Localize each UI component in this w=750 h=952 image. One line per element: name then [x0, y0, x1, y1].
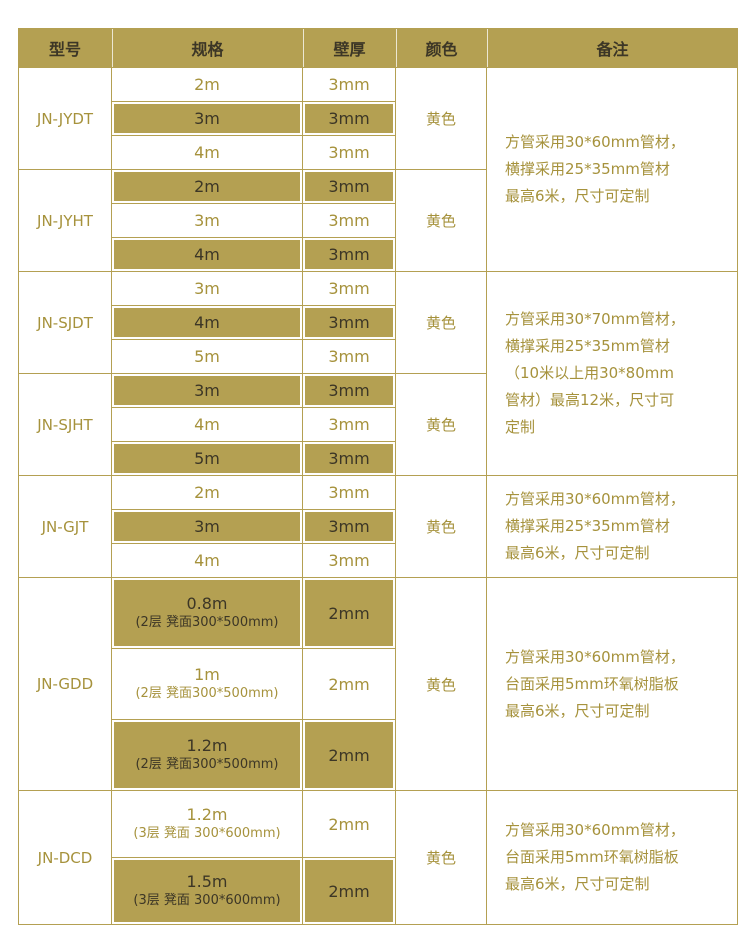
- model-cell: JN-DCD: [19, 791, 111, 924]
- thickness-cell: 2mm: [303, 649, 395, 719]
- table-row: 4m 3mm: [19, 544, 737, 577]
- spec-size: 1m: [194, 665, 220, 685]
- spec-note: (2层 凳面300*500mm): [135, 686, 279, 702]
- thickness-cell: 3mm: [303, 544, 395, 577]
- remark-cell: 方管采用30*60mm管材， 横撑采用25*35mm管材 最高6米，尺寸可定制: [487, 68, 737, 271]
- thickness-cell: 3mm: [303, 238, 395, 271]
- spec-size: 1.2m: [186, 805, 228, 825]
- color-cell: 黄色: [396, 578, 486, 790]
- model-cell: JN-GDD: [19, 578, 111, 790]
- header-row: 型号 规格 壁厚 颜色 备注: [19, 29, 737, 67]
- remark-cell: 方管采用30*60mm管材， 横撑采用25*35mm管材 最高6米，尺寸可定制: [487, 476, 737, 577]
- thickness-cell: 2mm: [303, 578, 395, 648]
- spec-cell: 1m (2层 凳面300*500mm): [112, 649, 302, 719]
- column-header-model: 型号: [19, 29, 111, 67]
- spec-note: (3层 凳面 300*600mm): [133, 893, 281, 909]
- column-header-color: 颜色: [396, 29, 486, 67]
- table-row: JN-SJDT 3m 3mm 黄色 方管采用30*70mm管材， 横撑采用25*…: [19, 272, 737, 475]
- spec-cell: 2m: [112, 68, 302, 101]
- spec-cell: 4m: [112, 136, 302, 169]
- model-cell: JN-JYDT: [19, 68, 111, 169]
- thickness-cell: 3mm: [303, 102, 395, 135]
- spec-cell: 3m: [112, 102, 302, 135]
- column-header-thickness: 壁厚: [303, 29, 395, 67]
- table-row: JN-GJT 2m 3mm 黄色 方管采用30*60mm管材， 横撑采用25*3…: [19, 476, 737, 577]
- table-row: JN-GDD 0.8m (2层 凳面300*500mm) 2mm 黄色 方管采用…: [19, 578, 737, 790]
- color-cell: 黄色: [396, 791, 486, 924]
- thickness-cell: 3mm: [303, 170, 395, 203]
- color-cell: 黄色: [396, 170, 486, 271]
- table-row: 3m 3mm: [19, 510, 737, 543]
- spec-cell: 4m: [112, 238, 302, 271]
- table-row: 3m 3mm: [19, 204, 737, 237]
- color-cell: 黄色: [396, 68, 486, 169]
- thickness-cell: 3mm: [303, 510, 395, 543]
- column-header-spec: 规格: [112, 29, 302, 67]
- spec-cell: 5m: [112, 442, 302, 475]
- table-row: JN-DCD 1.2m (3层 凳面 300*600mm) 2mm 黄色 方管采…: [19, 791, 737, 924]
- table-row: 1.2m (2层 凳面300*500mm) 2mm: [19, 720, 737, 790]
- spec-cell: 4m: [112, 544, 302, 577]
- spec-note: (2层 凳面300*500mm): [135, 757, 279, 773]
- color-cell: 黄色: [396, 272, 486, 373]
- spec-cell: 1.2m (2层 凳面300*500mm): [112, 720, 302, 790]
- spec-size: 0.8m: [186, 594, 228, 614]
- model-cell: JN-GJT: [19, 476, 111, 577]
- color-cell: 黄色: [396, 476, 486, 577]
- spec-cell: 0.8m (2层 凳面300*500mm): [112, 578, 302, 648]
- spec-cell: 2m: [112, 170, 302, 203]
- spec-cell: 4m: [112, 306, 302, 339]
- table-row: 1.5m (3层 凳面 300*600mm) 2mm: [19, 858, 737, 924]
- product-spec-table: 型号 规格 壁厚 颜色 备注 JN-JYDT 2m 3mm 黄色 方管采用30*…: [18, 28, 738, 925]
- table-row: JN-JYHT 2m 3mm 黄色: [19, 170, 737, 271]
- thickness-cell: 3mm: [303, 306, 395, 339]
- thickness-cell: 2mm: [303, 858, 395, 924]
- table-row: 4m 3mm: [19, 306, 737, 339]
- table-row: 4m 3mm: [19, 136, 737, 169]
- thickness-cell: 2mm: [303, 791, 395, 857]
- model-cell: JN-SJDT: [19, 272, 111, 373]
- spec-cell: 3m: [112, 510, 302, 543]
- spec-cell: 5m: [112, 340, 302, 373]
- table-row: 4m 3mm: [19, 408, 737, 441]
- thickness-cell: 3mm: [303, 68, 395, 101]
- thickness-cell: 3mm: [303, 136, 395, 169]
- color-cell: 黄色: [396, 374, 486, 475]
- table-row: 1m (2层 凳面300*500mm) 2mm: [19, 649, 737, 719]
- remark-cell: 方管采用30*60mm管材， 台面采用5mm环氧树脂板 最高6米，尺寸可定制: [487, 791, 737, 924]
- spec-cell: 1.2m (3层 凳面 300*600mm): [112, 791, 302, 857]
- thickness-cell: 3mm: [303, 340, 395, 373]
- table-row: JN-JYDT 2m 3mm 黄色 方管采用30*60mm管材， 横撑采用25*…: [19, 68, 737, 271]
- thickness-cell: 3mm: [303, 272, 395, 305]
- spec-cell: 3m: [112, 374, 302, 407]
- spec-note: (3层 凳面 300*600mm): [133, 826, 281, 842]
- table-row: JN-SJHT 3m 3mm 黄色: [19, 374, 737, 475]
- spec-cell: 4m: [112, 408, 302, 441]
- table-row: 5m 3mm: [19, 340, 737, 373]
- thickness-cell: 2mm: [303, 720, 395, 790]
- table-row: 4m 3mm: [19, 238, 737, 271]
- model-cell: JN-JYHT: [19, 170, 111, 271]
- spec-cell: 3m: [112, 204, 302, 237]
- remark-cell: 方管采用30*70mm管材， 横撑采用25*35mm管材 （10米以上用30*8…: [487, 272, 737, 475]
- thickness-cell: 3mm: [303, 204, 395, 237]
- thickness-cell: 3mm: [303, 476, 395, 509]
- spec-cell: 2m: [112, 476, 302, 509]
- thickness-cell: 3mm: [303, 442, 395, 475]
- column-header-remark: 备注: [487, 29, 737, 67]
- spec-cell: 1.5m (3层 凳面 300*600mm): [112, 858, 302, 924]
- thickness-cell: 3mm: [303, 374, 395, 407]
- thickness-cell: 3mm: [303, 408, 395, 441]
- remark-cell: 方管采用30*60mm管材， 台面采用5mm环氧树脂板 最高6米，尺寸可定制: [487, 578, 737, 790]
- spec-size: 1.5m: [186, 872, 228, 892]
- spec-cell: 3m: [112, 272, 302, 305]
- spec-note: (2层 凳面300*500mm): [135, 615, 279, 631]
- table-row: 3m 3mm: [19, 102, 737, 135]
- model-cell: JN-SJHT: [19, 374, 111, 475]
- table-row: 5m 3mm: [19, 442, 737, 475]
- spec-table-container: 型号 规格 壁厚 颜色 备注 JN-JYDT 2m 3mm 黄色 方管采用30*…: [18, 28, 738, 925]
- spec-size: 1.2m: [186, 736, 228, 756]
